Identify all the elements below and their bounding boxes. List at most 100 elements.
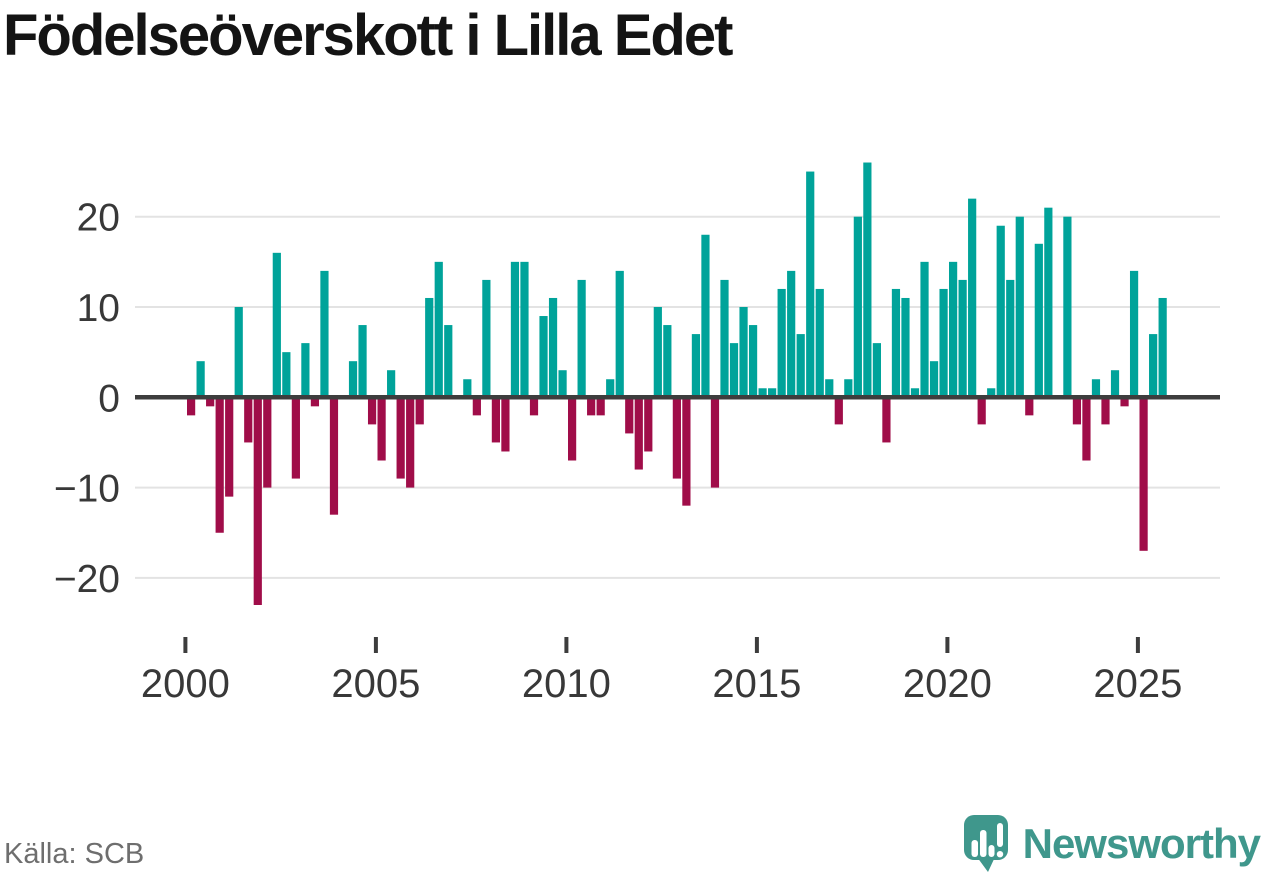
chart-bar: [701, 234, 710, 398]
chart-bar: [1091, 379, 1101, 398]
chart-bar: [1158, 297, 1167, 398]
chart-bar: [520, 261, 529, 398]
chart-bar: [406, 397, 415, 488]
chart-bar: [568, 397, 577, 461]
chart-bar: [606, 379, 615, 398]
chart-bar: [1015, 216, 1024, 398]
chart-bar: [977, 397, 986, 425]
chart-bar: [1072, 397, 1082, 425]
chart-bar: [253, 397, 262, 605]
chart-bar: [634, 397, 643, 470]
chart-bar: [1129, 270, 1139, 398]
chart-bar: [434, 261, 443, 398]
chart-bar: [1149, 334, 1158, 398]
chart-bar: [548, 297, 558, 398]
chart-bar: [463, 379, 472, 398]
chart-title: Födelseöverskott i Lilla Edet: [3, 3, 733, 68]
y-tick-label: 10: [77, 287, 120, 330]
chart-bar: [729, 343, 739, 398]
chart-plot-area: 20 10 0 −10 −20 2000 2005 2010 2015 2020 2025: [0, 95, 1262, 710]
chart-bar: [320, 270, 329, 398]
chart-bar: [844, 379, 853, 398]
newsworthy-wordmark: Newsworthy: [1022, 820, 1261, 867]
chart-bar: [272, 252, 281, 398]
chart-bar: [1025, 397, 1034, 416]
chart-bar: [587, 397, 596, 416]
chart-bar: [758, 388, 767, 398]
chart-bar: [739, 307, 748, 398]
chart-bar: [282, 352, 291, 398]
chart-bar: [691, 334, 701, 398]
x-tick-label: 2010: [522, 662, 611, 706]
chart-bar: [510, 261, 520, 398]
newsworthy-icon: [963, 815, 1008, 872]
chart-bar: [358, 325, 367, 398]
chart-bar: [1110, 370, 1120, 398]
chart-bar: [910, 388, 920, 398]
chart-bar: [777, 288, 786, 398]
chart-bar: [225, 397, 234, 497]
chart-bar: [806, 171, 815, 398]
chart-bar: [577, 279, 586, 398]
y-tick-label: −20: [54, 558, 120, 601]
chart-bar: [901, 297, 910, 398]
chart-bar: [472, 397, 481, 416]
chart-bar: [1082, 397, 1091, 461]
chart-bar: [815, 288, 824, 398]
chart-bar: [920, 261, 929, 398]
chart-bar: [387, 370, 396, 398]
chart-bar: [244, 397, 253, 443]
chart-bar: [596, 397, 605, 416]
chart-bar: [625, 397, 634, 434]
chart-bar: [329, 397, 339, 515]
x-tick-label: 2000: [141, 662, 230, 706]
chart-bar: [1034, 243, 1043, 398]
chart-bar: [863, 162, 872, 398]
chart-bar: [187, 397, 196, 416]
chart-bar: [501, 397, 510, 452]
chart-bar: [768, 388, 777, 398]
chart-bar: [825, 379, 834, 398]
chart-bar: [872, 343, 881, 398]
chart-bar: [196, 361, 205, 398]
chart-bar: [987, 388, 996, 398]
chart-bar: [1139, 397, 1148, 551]
chart-bar: [929, 361, 939, 398]
chart-bar: [663, 325, 672, 398]
chart-bar: [615, 270, 624, 398]
chart-bar: [653, 307, 662, 398]
chart-bar: [1120, 397, 1129, 407]
chart-bar: [968, 198, 977, 398]
x-tick-label: 2005: [331, 662, 420, 706]
chart-bar: [425, 297, 434, 398]
chart-bar: [415, 397, 424, 425]
x-tick-label: 2015: [712, 662, 801, 706]
chart-bar: [720, 279, 729, 398]
chart-bar: [1101, 397, 1110, 425]
x-tick-label: 2025: [1093, 662, 1182, 706]
chart-bar: [1006, 279, 1015, 398]
chart-bar: [367, 397, 377, 425]
chart-bar: [644, 397, 653, 452]
chart-bar: [482, 279, 491, 398]
chart-bar: [215, 397, 224, 533]
chart-bar: [301, 343, 310, 398]
chart-bar: [748, 325, 758, 398]
chart-bar: [310, 397, 320, 407]
chart-bar: [377, 397, 386, 461]
x-tick-label: 2020: [903, 662, 992, 706]
newsworthy-logo[interactable]: Newsworthy: [963, 815, 1261, 873]
chart-bar: [348, 361, 358, 398]
source-caption: Källa: SCB: [4, 838, 145, 870]
y-tick-label: 20: [77, 197, 120, 240]
chart-bar: [891, 288, 901, 398]
chart-bar: [958, 279, 967, 398]
chart-bar: [882, 397, 891, 443]
chart-bar: [558, 370, 567, 398]
chart-bar: [796, 334, 805, 398]
chart-bar: [396, 397, 405, 479]
chart-bar: [529, 397, 539, 416]
chart-bar: [539, 316, 548, 398]
